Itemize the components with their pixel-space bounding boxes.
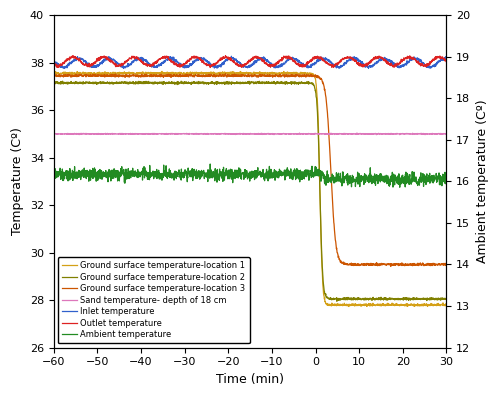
Ground surface temperature-location 1 [50, 71, 56, 75]
Ambient temperature [444, 176, 450, 181]
Inlet temperature [211, 64, 217, 69]
Ground surface temperature-location 3 [222, 71, 228, 76]
Ground surface temperature-location 3 [198, 73, 203, 78]
Ambient temperature [198, 173, 203, 178]
Line: Inlet temperature: Inlet temperature [54, 56, 446, 68]
Ground surface temperature-location 1 [444, 303, 450, 307]
Y-axis label: Ambient temperature (Cº): Ambient temperature (Cº) [476, 100, 489, 263]
Ground surface temperature-location 2 [50, 79, 56, 84]
Sand temperature- depth of 18 cm [50, 131, 56, 136]
Ground surface temperature-location 1 [73, 71, 79, 76]
Ground surface temperature-location 1 [346, 304, 352, 309]
Ground surface temperature-location 3 [444, 263, 450, 268]
Inlet temperature [134, 58, 140, 62]
Line: Sand temperature- depth of 18 cm: Sand temperature- depth of 18 cm [54, 133, 446, 135]
Ground surface temperature-location 3 [134, 73, 140, 78]
Outlet temperature [319, 56, 325, 60]
Ground surface temperature-location 2 [60, 79, 66, 83]
Ground surface temperature-location 1 [213, 72, 219, 77]
Ground surface temperature-location 2 [444, 297, 450, 301]
Ground surface temperature-location 3 [388, 264, 394, 269]
Ground surface temperature-location 2 [319, 259, 325, 264]
Outlet temperature [50, 62, 56, 67]
Ground surface temperature-location 2 [213, 80, 219, 85]
Ambient temperature [213, 172, 219, 176]
Line: Outlet temperature: Outlet temperature [54, 56, 446, 67]
Outlet temperature [134, 57, 140, 62]
Sand temperature- depth of 18 cm [374, 132, 380, 137]
Ground surface temperature-location 3 [213, 73, 219, 77]
Sand temperature- depth of 18 cm [213, 131, 219, 136]
Ambient temperature [73, 173, 79, 178]
Inlet temperature [198, 55, 204, 60]
Sand temperature- depth of 18 cm [354, 131, 360, 135]
Ambient temperature [50, 170, 56, 175]
Y-axis label: Temperature (Cº): Temperature (Cº) [11, 127, 24, 235]
Sand temperature- depth of 18 cm [211, 132, 217, 137]
Outlet temperature [444, 60, 450, 64]
Outlet temperature [222, 53, 228, 58]
Line: Ground surface temperature-location 3: Ground surface temperature-location 3 [54, 73, 446, 266]
Line: Ambient temperature: Ambient temperature [54, 164, 446, 187]
X-axis label: Time (min): Time (min) [216, 373, 284, 386]
Ground surface temperature-location 3 [50, 74, 56, 79]
Ground surface temperature-location 2 [198, 81, 204, 86]
Inlet temperature [213, 64, 219, 69]
Outlet temperature [198, 57, 203, 62]
Inlet temperature [319, 56, 325, 61]
Inlet temperature [50, 58, 56, 63]
Ground surface temperature-location 3 [319, 78, 325, 83]
Sand temperature- depth of 18 cm [319, 131, 325, 136]
Inlet temperature [73, 56, 79, 61]
Inlet temperature [444, 55, 450, 60]
Ground surface temperature-location 1 [319, 267, 325, 272]
Outlet temperature [213, 62, 219, 67]
Ground surface temperature-location 2 [211, 81, 217, 85]
Ground surface temperature-location 2 [74, 79, 80, 84]
Ambient temperature [134, 174, 140, 179]
Ground surface temperature-location 1 [159, 69, 165, 74]
Line: Ground surface temperature-location 2: Ground surface temperature-location 2 [54, 81, 446, 301]
Ground surface temperature-location 2 [334, 299, 340, 304]
Sand temperature- depth of 18 cm [198, 131, 203, 136]
Ground surface temperature-location 3 [211, 74, 217, 79]
Ground surface temperature-location 3 [73, 74, 79, 79]
Ambient temperature [211, 175, 217, 180]
Ambient temperature [319, 173, 325, 177]
Sand temperature- depth of 18 cm [134, 131, 140, 136]
Line: Ground surface temperature-location 1: Ground surface temperature-location 1 [54, 71, 446, 306]
Inlet temperature [120, 66, 126, 71]
Outlet temperature [73, 55, 79, 60]
Sand temperature- depth of 18 cm [444, 131, 450, 136]
Outlet temperature [207, 65, 213, 70]
Ground surface temperature-location 1 [211, 70, 217, 75]
Sand temperature- depth of 18 cm [73, 131, 79, 136]
Inlet temperature [228, 54, 234, 59]
Ambient temperature [397, 185, 403, 190]
Legend: Ground surface temperature-location 1, Ground surface temperature-location 2, Gr: Ground surface temperature-location 1, G… [58, 257, 250, 343]
Ambient temperature [207, 162, 213, 166]
Outlet temperature [211, 63, 217, 68]
Ground surface temperature-location 2 [134, 80, 140, 85]
Ground surface temperature-location 1 [134, 70, 140, 75]
Ground surface temperature-location 1 [198, 71, 204, 75]
